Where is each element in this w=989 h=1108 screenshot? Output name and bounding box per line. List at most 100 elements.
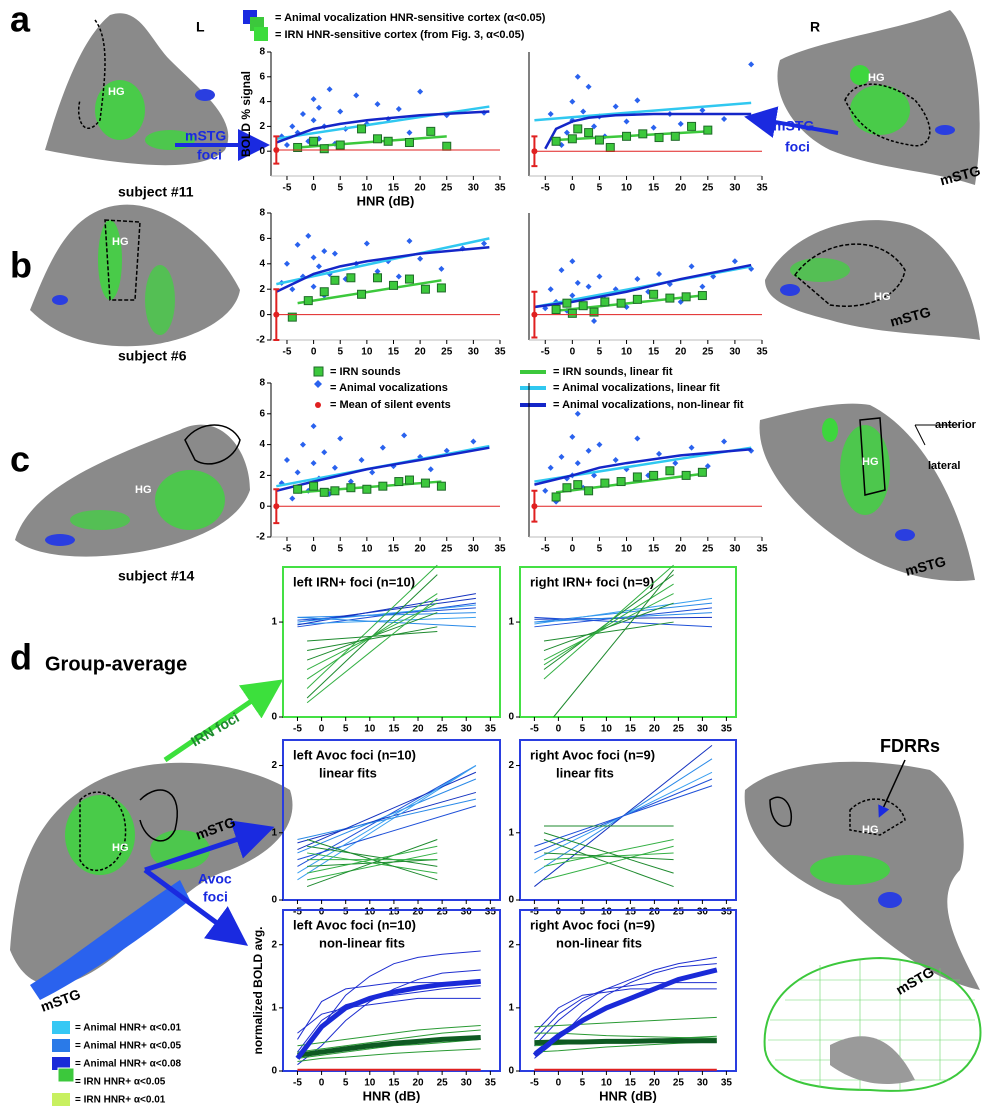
x-tick-label: 30	[697, 907, 709, 918]
point	[601, 479, 609, 487]
x-axis-label: HNR (dB)	[363, 1088, 421, 1103]
x-tick-label: 35	[721, 724, 733, 735]
x-tick-label: 30	[468, 544, 480, 555]
fit-line	[307, 632, 437, 641]
point	[639, 130, 647, 138]
figure: a b c d L R = Animal vocalization HNR-se…	[0, 0, 989, 1108]
x-tick-label: 15	[625, 724, 637, 735]
x-tick-label: 0	[311, 544, 317, 555]
point	[580, 109, 586, 115]
point	[347, 274, 355, 282]
x-tick-label: 15	[648, 183, 660, 194]
point	[273, 503, 279, 509]
y-tick-label: 1	[508, 1003, 514, 1014]
foci-label: mSTG	[185, 128, 226, 144]
legend-text: = Animal vocalizations, non-linear fit	[553, 399, 744, 411]
x-tick-label: 15	[388, 907, 400, 918]
x-tick-label: -5	[530, 724, 539, 735]
point	[316, 105, 322, 111]
point	[552, 137, 560, 145]
x-tick-label: -5	[293, 724, 302, 735]
x-tick-label: 0	[319, 1078, 325, 1089]
point	[384, 137, 392, 145]
hg-label: HG	[112, 236, 129, 248]
point	[289, 496, 295, 502]
point	[421, 479, 429, 487]
x-tick-label: 20	[649, 907, 661, 918]
chart-title: right Avoc foci (n=9)	[530, 917, 655, 932]
y-tick-label: 2	[271, 760, 277, 771]
fit-line	[307, 853, 437, 880]
point	[405, 139, 413, 147]
hg-label: HG	[135, 484, 152, 496]
fit-line	[307, 627, 437, 651]
frame	[283, 567, 500, 717]
x-axis-label: HNR (dB)	[357, 193, 415, 208]
x-tick-label: 30	[729, 544, 741, 555]
y-tick-label: 1	[271, 827, 277, 838]
y-tick-label: 2	[508, 760, 514, 771]
y-tick-label: 0	[508, 895, 514, 906]
fdrrs: FDRRs	[880, 736, 940, 756]
point	[613, 457, 619, 463]
point	[289, 286, 295, 292]
point	[320, 488, 328, 496]
y-tick-label: 2	[271, 939, 277, 950]
point	[327, 86, 333, 92]
x-tick-label: 25	[441, 183, 453, 194]
point	[443, 142, 451, 150]
y-tick-label: 2	[259, 121, 265, 132]
point	[428, 466, 434, 472]
point	[531, 503, 537, 509]
legend-text: = Animal vocalization HNR-sensitive cort…	[275, 12, 546, 24]
point	[311, 423, 317, 429]
x-tick-label: 35	[756, 544, 768, 555]
y-tick-label: 6	[259, 408, 265, 419]
y-tick-label: 0	[259, 146, 265, 157]
point	[585, 487, 593, 495]
point	[579, 302, 587, 310]
point	[699, 107, 705, 113]
point	[304, 297, 312, 305]
y-tick-label: 6	[259, 233, 265, 244]
point	[417, 256, 423, 262]
x-tick-label: -5	[293, 907, 302, 918]
point	[698, 468, 706, 476]
x-tick-label: 15	[388, 724, 400, 735]
point	[405, 275, 413, 283]
point	[689, 445, 695, 451]
x-tick-label: 0	[570, 183, 576, 194]
point	[699, 284, 705, 290]
y-tick-label: 0	[259, 309, 265, 320]
x-tick-label: 25	[702, 544, 714, 555]
point	[347, 484, 355, 492]
point	[569, 258, 575, 264]
point	[311, 117, 317, 123]
point	[568, 309, 576, 317]
x-tick-label: 10	[621, 544, 633, 555]
point	[623, 132, 631, 140]
y-tick-label: 0	[271, 895, 277, 906]
point	[548, 465, 554, 471]
y-tick-label: 0	[259, 501, 265, 512]
point	[320, 145, 328, 153]
legend-text: = IRN sounds	[330, 366, 401, 378]
point	[374, 274, 382, 282]
fit-line	[297, 792, 475, 842]
point	[574, 125, 582, 133]
x-tick-label: 5	[597, 544, 603, 555]
subject: subject #11	[118, 184, 194, 200]
x-tick-label: 5	[337, 183, 343, 194]
x-tick-label: 35	[485, 1078, 497, 1089]
point	[438, 266, 444, 272]
brain-b-right	[765, 220, 980, 340]
hg-label: HG	[862, 824, 879, 836]
x-tick-label: 20	[412, 1078, 424, 1089]
direction: lateral	[928, 460, 960, 472]
x-tick-label: 30	[697, 724, 709, 735]
legend-text: = IRN HNR-sensitive cortex (from Fig. 3,…	[275, 29, 525, 41]
x-tick-label: 15	[388, 347, 400, 358]
point	[682, 293, 690, 301]
legend-text: = Animal HNR+ α<0.01	[75, 1023, 182, 1034]
x-tick-label: 20	[415, 347, 427, 358]
